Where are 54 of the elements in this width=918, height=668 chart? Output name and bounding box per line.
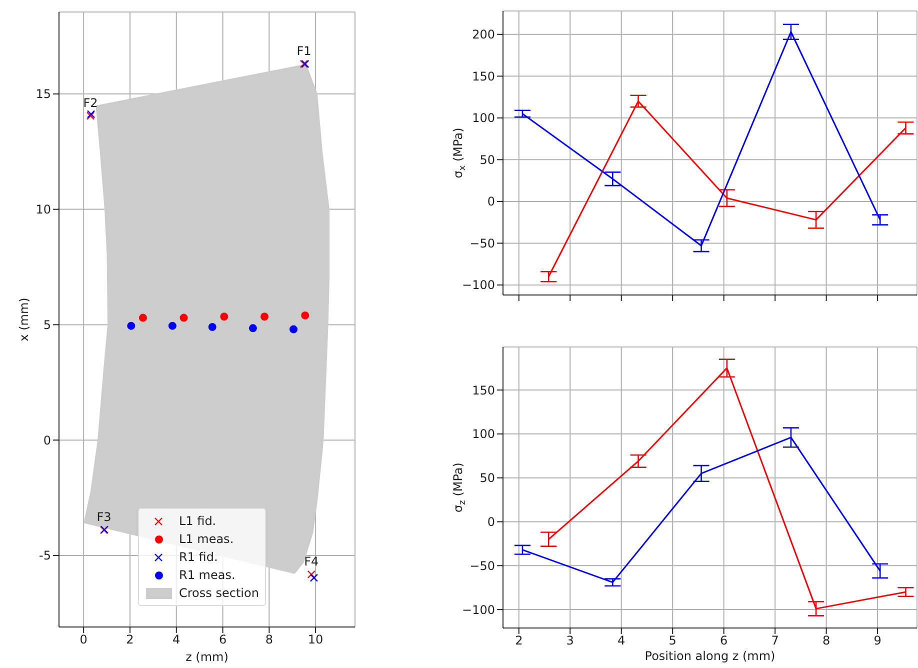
- y-tick-label: −50: [470, 236, 495, 250]
- y-tick-label: 15: [36, 87, 51, 102]
- point: [248, 324, 257, 332]
- x-tick-label: 7: [771, 634, 779, 648]
- legend-label: R1 meas.: [179, 568, 236, 582]
- point: [138, 314, 147, 322]
- x-tick-label: 4: [618, 634, 626, 648]
- legend-label: R1 fid.: [179, 550, 218, 564]
- y-tick-label: 150: [472, 69, 495, 84]
- point: [301, 311, 310, 320]
- point: [127, 322, 136, 330]
- x-tick-label: 8: [822, 634, 830, 648]
- point: [168, 322, 176, 330]
- x-tick-label: 6: [720, 634, 728, 648]
- x-tick-label: 5: [668, 634, 676, 648]
- y-tick-label: −100: [462, 602, 495, 617]
- y-tick-label: 0: [43, 433, 51, 448]
- x-axis-title: Position along z (mm): [644, 649, 776, 663]
- y-tick-label: 150: [472, 383, 495, 398]
- y-tick-label: 50: [480, 471, 495, 486]
- y-tick-label: 200: [472, 28, 495, 42]
- point: [208, 323, 216, 331]
- legend-label: L1 fid.: [179, 514, 216, 528]
- y-tick-label: -5: [39, 548, 51, 563]
- x-tick-label: 8: [265, 632, 273, 647]
- y-tick-label: 100: [472, 111, 495, 126]
- y-tick-label: 0: [487, 194, 495, 209]
- x-tick-label: 2: [126, 632, 134, 647]
- x-tick-label: 6: [218, 632, 227, 647]
- x-axis-title: z (mm): [186, 650, 228, 664]
- annotation: F2: [83, 96, 98, 110]
- y-tick-label: 50: [480, 152, 495, 167]
- y-tick-label: 0: [487, 515, 495, 530]
- legend-label: Cross section: [179, 586, 259, 600]
- point: [260, 312, 269, 321]
- legend-label: L1 meas.: [179, 532, 234, 546]
- annotation: F1: [296, 44, 312, 58]
- x-tick-label: 9: [874, 634, 882, 648]
- point: [290, 325, 298, 334]
- x-tick-label: 0: [80, 632, 88, 647]
- y-tick-label: −100: [462, 278, 495, 292]
- y-tick-label: 100: [472, 427, 495, 442]
- y-tick-label: 10: [36, 202, 51, 217]
- y-axis-title: x (mm): [17, 298, 31, 342]
- x-tick-label: 4: [172, 632, 180, 647]
- point: [180, 314, 188, 322]
- y-tick-label: 5: [43, 318, 51, 332]
- x-tick-label: 10: [308, 632, 324, 647]
- annotation: F4: [304, 554, 319, 568]
- annotation: F3: [96, 510, 112, 524]
- y-tick-label: −50: [470, 558, 495, 573]
- point: [220, 312, 228, 321]
- x-tick-label: 2: [515, 634, 523, 648]
- x-tick-label: 3: [566, 634, 574, 648]
